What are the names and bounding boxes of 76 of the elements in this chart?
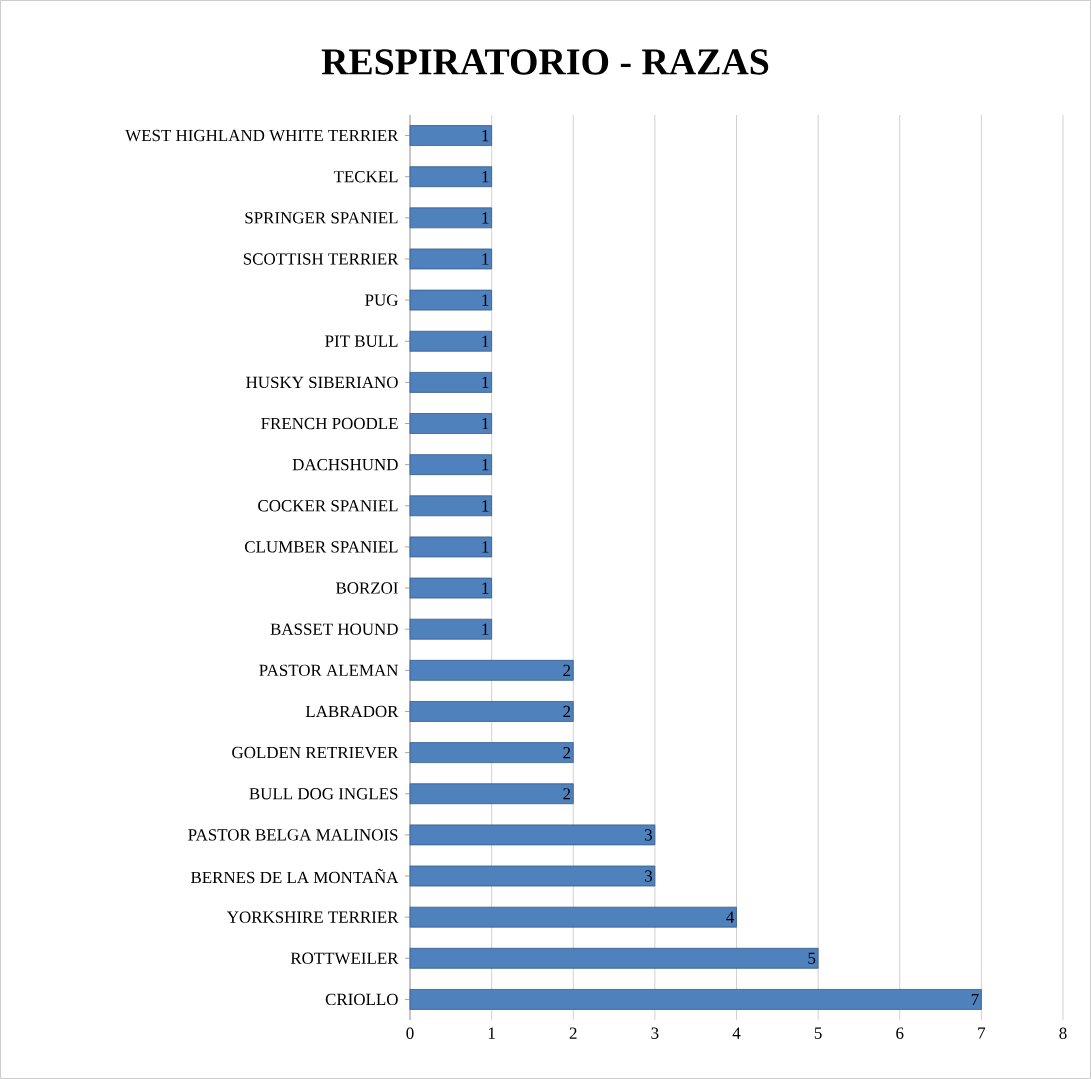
bar — [409, 989, 982, 1010]
y-tick-label: PASTOR BELGA MALINOIS — [188, 829, 398, 841]
bar — [409, 454, 493, 476]
data-label: 2 — [563, 747, 571, 759]
bar — [409, 906, 737, 928]
y-tick-label: BERNES DE LA MONTAÑA — [190, 868, 399, 884]
bar — [409, 865, 656, 887]
data-label: 1 — [482, 376, 489, 388]
y-tick-label: TECKEL — [333, 171, 398, 183]
y-tick-label: HUSKY SIBERIANO — [246, 376, 398, 389]
data-label: 1 — [482, 417, 489, 430]
y-tick-label: ROTTWEILER — [290, 952, 399, 965]
x-tick-label: 4 — [732, 1027, 741, 1039]
data-label: 2 — [563, 705, 571, 718]
x-tick-label: 5 — [814, 1027, 822, 1039]
y-tick-label: SCOTTISH TERRIER — [243, 253, 399, 265]
x-tick-label: 2 — [569, 1027, 577, 1039]
bar — [409, 947, 819, 969]
bar — [409, 330, 493, 352]
bar — [409, 371, 493, 393]
y-tick-label: FRENCH POODLE — [261, 417, 398, 430]
data-label: 2 — [563, 788, 571, 800]
x-tick-label: 8 — [1059, 1027, 1067, 1039]
y-tick-label: BORZOI — [335, 582, 398, 594]
data-label: 7 — [971, 993, 979, 1005]
bar — [409, 783, 574, 805]
data-label: 1 — [482, 623, 489, 635]
y-tick-label: GOLDEN RETRIEVER — [232, 746, 399, 759]
bar — [409, 413, 493, 434]
x-tick-label: 0 — [406, 1027, 414, 1039]
y-tick-label: WEST HIGHLAND WHITE TERRIER — [125, 129, 399, 142]
bar — [409, 207, 493, 229]
y-tick-label: CLUMBER SPANIEL — [244, 541, 398, 553]
bar — [409, 659, 574, 681]
y-tick-label: LABRADOR — [305, 705, 399, 718]
bar — [409, 166, 493, 188]
chart-title: RESPIRATORIO - RAZAS — [321, 49, 769, 75]
y-tick-label: SPRINGER SPANIEL — [245, 212, 398, 224]
y-tick-label: COCKER SPANIEL — [258, 500, 398, 512]
data-label: 1 — [482, 253, 489, 265]
data-label: 1 — [482, 582, 489, 594]
y-tick-label: PIT BULL — [325, 335, 398, 347]
x-tick-label: 7 — [978, 1027, 986, 1039]
data-label: 1 — [482, 212, 489, 224]
data-label: 1 — [482, 500, 489, 512]
y-tick-label: YORKSHIRE TERRIER — [226, 911, 399, 923]
bar — [409, 742, 574, 764]
data-label: 5 — [808, 952, 816, 964]
bar — [409, 125, 493, 146]
y-tick-label: BULL DOG INGLES — [249, 788, 398, 800]
data-label: 1 — [482, 459, 489, 471]
bar — [409, 536, 493, 558]
data-label: 1 — [482, 294, 489, 306]
data-label: 2 — [563, 664, 571, 676]
bar — [409, 701, 574, 722]
data-label: 1 — [482, 129, 489, 142]
x-tick-label: 3 — [651, 1027, 659, 1039]
data-label: 1 — [482, 335, 489, 347]
bar — [409, 618, 493, 640]
y-tick-label: DACHSHUND — [292, 458, 398, 471]
data-label: 3 — [645, 829, 653, 841]
bar — [409, 577, 493, 599]
data-label: 3 — [645, 870, 653, 882]
data-label: 1 — [482, 541, 489, 553]
data-label: 4 — [726, 911, 735, 923]
data-label: 1 — [482, 171, 489, 183]
y-tick-label: CRIOLLO — [325, 993, 398, 1006]
bar — [409, 289, 493, 311]
bar — [409, 824, 656, 846]
y-tick-label: BASSET HOUND — [270, 623, 398, 635]
x-tick-label: 6 — [896, 1027, 904, 1039]
bar — [409, 248, 493, 270]
y-tick-label: PUG — [365, 294, 398, 306]
bar — [409, 495, 493, 517]
y-tick-label: PASTOR ALEMAN — [259, 664, 399, 677]
x-tick-label: 1 — [488, 1027, 495, 1039]
